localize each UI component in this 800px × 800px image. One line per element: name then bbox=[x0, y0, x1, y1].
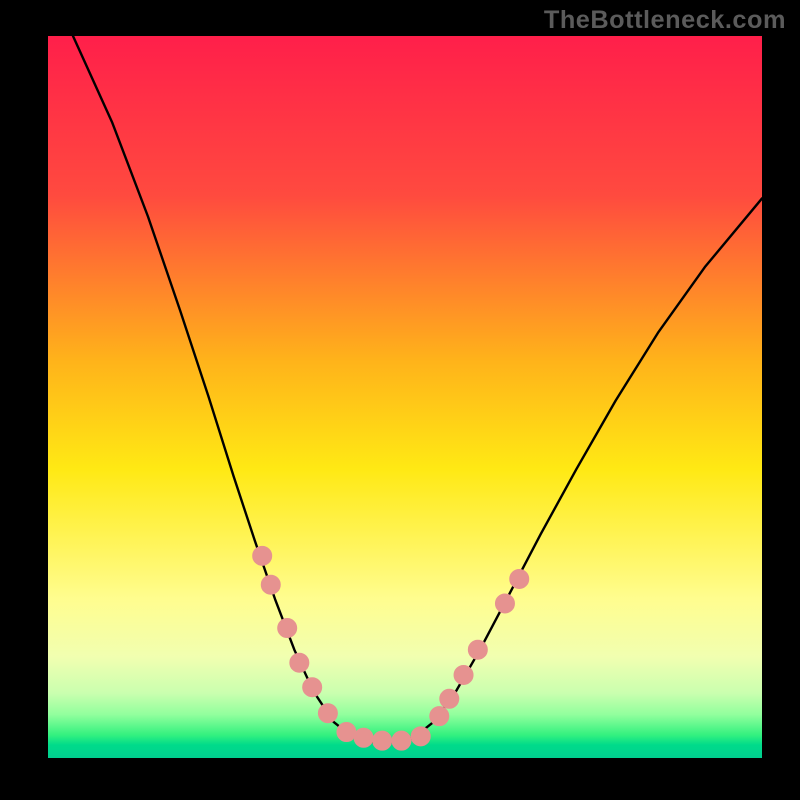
marker-bottom bbox=[373, 731, 392, 750]
marker-bottom bbox=[411, 727, 430, 746]
marker-right bbox=[510, 569, 529, 588]
watermark-text: TheBottleneck.com bbox=[544, 6, 786, 35]
marker-left bbox=[303, 678, 322, 697]
marker-left bbox=[278, 619, 297, 638]
marker-right bbox=[430, 707, 449, 726]
marker-bottom bbox=[337, 723, 356, 742]
marker-left bbox=[261, 575, 280, 594]
marker-left bbox=[318, 704, 337, 723]
marker-bottom bbox=[392, 731, 411, 750]
chart-gradient-background bbox=[48, 36, 762, 758]
marker-right bbox=[468, 640, 487, 659]
marker-right bbox=[495, 594, 514, 613]
marker-left bbox=[290, 653, 309, 672]
marker-left bbox=[253, 546, 272, 565]
bottleneck-chart bbox=[0, 0, 800, 800]
marker-right bbox=[440, 689, 459, 708]
marker-right bbox=[454, 665, 473, 684]
marker-bottom bbox=[354, 728, 373, 747]
